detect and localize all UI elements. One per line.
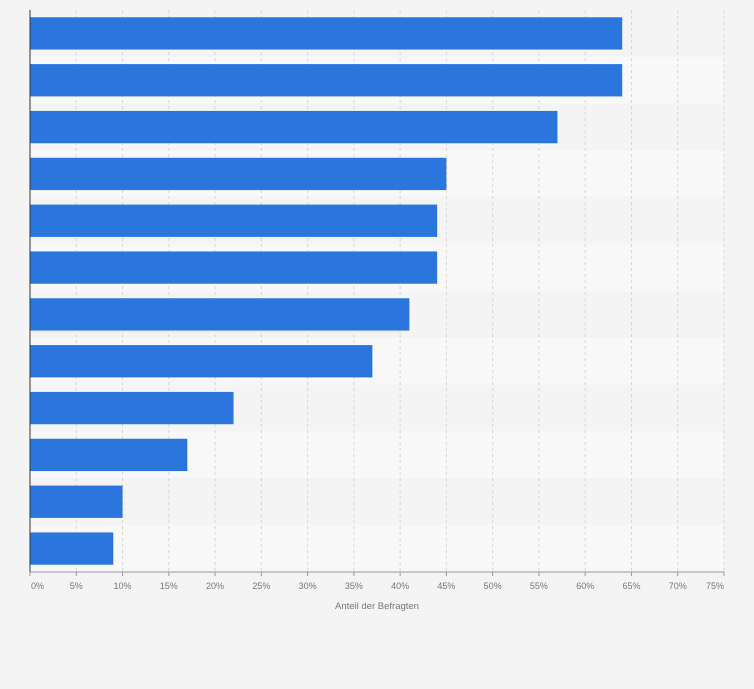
x-tick-label: 70% <box>669 581 687 591</box>
x-tick-label: 40% <box>391 581 409 591</box>
x-tick-labels: 0% 5% 10% 15% 20% 25% 30% 35% 40% 45% 50% 55% 60% 65%… <box>31 581 724 591</box>
bar <box>30 391 234 425</box>
x-tick-label: 10% <box>114 581 132 591</box>
row-band <box>30 478 724 526</box>
x-tick-label: 65% <box>622 581 640 591</box>
row-band <box>30 525 724 572</box>
grid-lines <box>75 10 725 572</box>
bars <box>30 17 623 565</box>
x-tick-label: 5% <box>70 581 83 591</box>
bar <box>30 64 623 97</box>
bar <box>30 204 438 237</box>
x-tick-label: 60% <box>576 581 594 591</box>
x-axis-title: Anteil der Befragten <box>335 601 419 612</box>
bar <box>30 345 373 378</box>
x-tick-label: 35% <box>345 581 363 591</box>
x-tick-label: 30% <box>299 581 317 591</box>
x-tick-label: 25% <box>252 581 270 591</box>
bar <box>30 110 558 144</box>
x-tick-label: 45% <box>437 581 455 591</box>
x-tick-label: 55% <box>530 581 548 591</box>
bar <box>30 157 447 191</box>
x-tick-label: 20% <box>206 581 224 591</box>
bar <box>30 298 410 331</box>
bar <box>30 485 123 518</box>
x-tick-label: 75% <box>706 581 724 591</box>
bar <box>30 532 114 565</box>
bar <box>30 438 188 472</box>
x-tick-label: 50% <box>484 581 502 591</box>
axes <box>29 10 725 576</box>
bar <box>30 251 438 284</box>
x-tick-label: 0% <box>31 581 44 591</box>
x-tick-label: 15% <box>160 581 178 591</box>
bar <box>30 17 623 50</box>
